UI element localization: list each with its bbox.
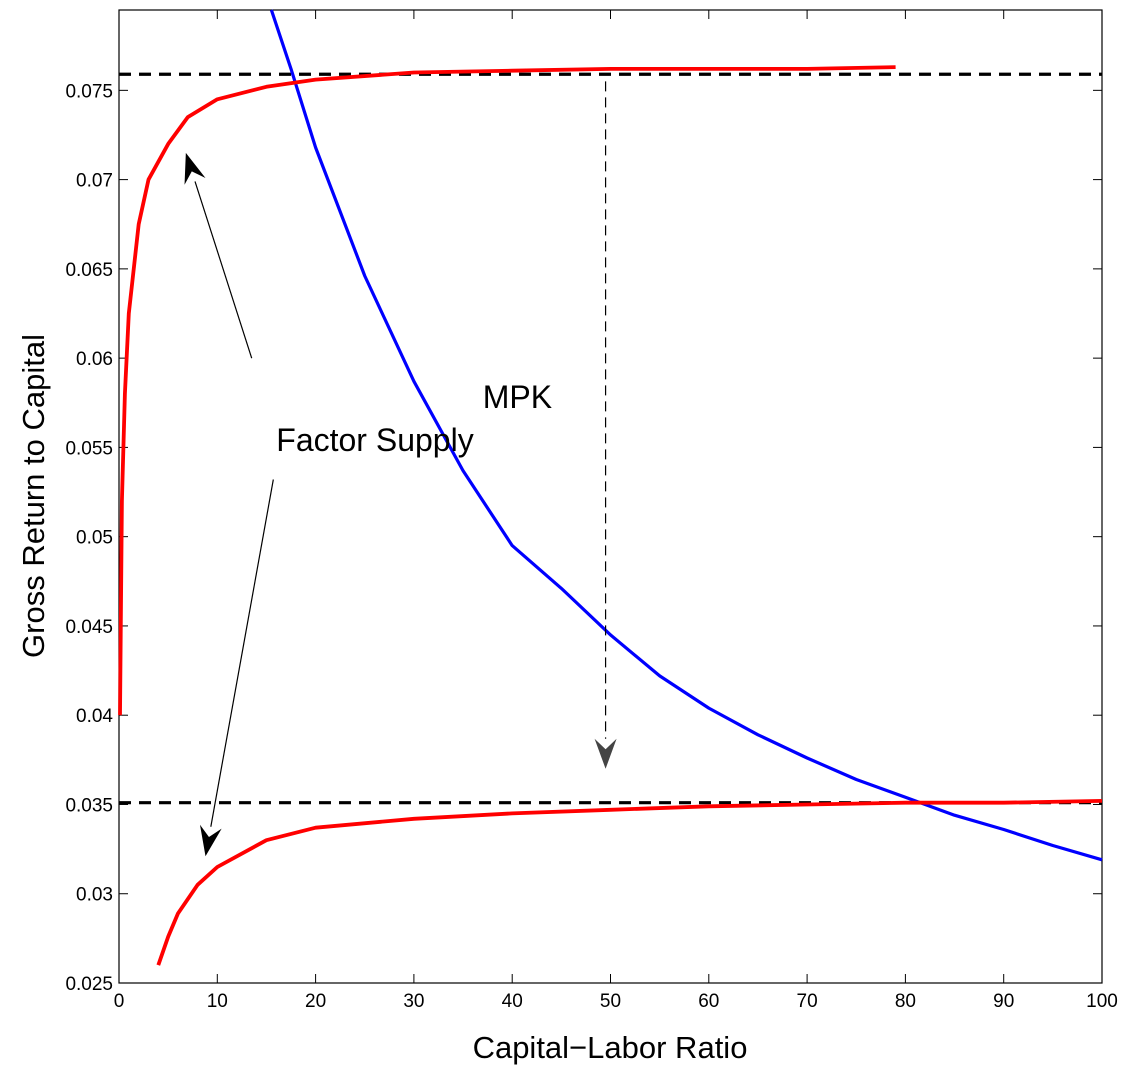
y-tick-label: 0.045: [65, 617, 113, 638]
factor-supply-curve: [156, 799, 1103, 966]
y-tick-label: 0.075: [65, 81, 113, 102]
y-tick-label: 0.03: [76, 885, 113, 906]
x-tick-labels: 0 10 20 30 40 50 60 70 80 90 100: [114, 991, 1118, 1012]
y-tick-label: 0.07: [76, 171, 113, 192]
factor-supply-label: Factor Supply: [276, 422, 473, 458]
arrow-line: [210, 479, 274, 827]
x-tick-label: 80: [895, 991, 916, 1012]
annotations: MPK Factor Supply: [276, 379, 552, 458]
y-tick-labels: 0.025 0.03 0.035 0.04 0.045 0.05 0.055 0.06 0.06…: [65, 81, 113, 995]
arrow-head: [594, 738, 617, 769]
axis-ticks: [118, 10, 1103, 984]
x-tick-label: 50: [600, 991, 621, 1012]
x-axis-title: Capital−Labor Ratio: [473, 1030, 748, 1065]
y-axis-title: Gross Return to Capital: [16, 334, 51, 658]
arrow-head: [199, 824, 222, 857]
x-tick-label: 0: [114, 991, 125, 1012]
x-tick-label: 90: [993, 991, 1014, 1012]
arrow-head: [184, 152, 206, 185]
y-tick-label: 0.04: [76, 706, 113, 727]
x-tick-label: 30: [403, 991, 424, 1012]
x-tick-label: 100: [1086, 991, 1118, 1012]
factor-supply-curve: [118, 65, 896, 716]
x-tick-label: 20: [305, 991, 326, 1012]
x-tick-label: 60: [698, 991, 719, 1012]
x-tick-label: 70: [797, 991, 818, 1012]
x-tick-label: 40: [502, 991, 523, 1012]
reference-lines: [119, 72, 1102, 805]
y-tick-label: 0.05: [76, 528, 113, 549]
y-tick-label: 0.06: [76, 349, 113, 370]
y-tick-label: 0.035: [65, 795, 113, 816]
mpk-curve: [269, 9, 1103, 862]
y-tick-label: 0.025: [65, 974, 113, 995]
series-lines: [118, 9, 1103, 966]
mpk-label: MPK: [483, 379, 552, 415]
x-tick-label: 10: [207, 991, 228, 1012]
plot-area: [118, 9, 1103, 984]
y-tick-label: 0.055: [65, 438, 113, 459]
y-tick-label: 0.065: [65, 260, 113, 281]
annotation-arrows: [184, 81, 617, 857]
arrow-line: [194, 181, 253, 359]
